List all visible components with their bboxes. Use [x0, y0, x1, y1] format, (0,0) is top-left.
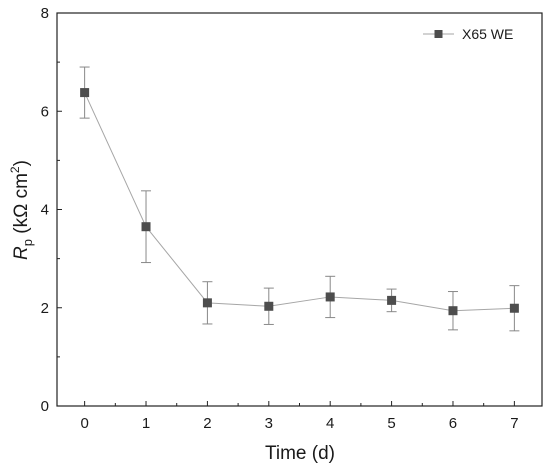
series-line [84, 92, 515, 312]
y-tick-label: 6 [41, 103, 49, 120]
plot-frame [56, 12, 543, 407]
x-tick-label: 1 [142, 415, 150, 432]
y-axis-unit-close: ) [11, 160, 32, 166]
y-axis-subscript: p [20, 239, 35, 246]
y-axis-title: Rp (kΩ cm2) [8, 160, 35, 260]
data-point [141, 222, 151, 232]
y-tick-label: 4 [41, 202, 49, 219]
series-layer [79, 66, 520, 332]
legend: X65 WE [423, 26, 513, 42]
y-axis-unit: (kΩ cm [11, 173, 32, 239]
x-tick-label: 5 [387, 415, 395, 432]
data-point [202, 298, 212, 308]
data-point [448, 306, 458, 316]
x-tick-label: 4 [326, 415, 334, 432]
x-tick-label: 2 [203, 415, 211, 432]
axis-ticks: 0 1 2 3 4 5 6 7 0 2 4 6 8 [41, 5, 519, 432]
x-tick-label: 6 [449, 415, 457, 432]
legend-label: X65 WE [462, 26, 513, 42]
y-axis-symbol: R [11, 246, 32, 260]
x-tick-label: 3 [265, 415, 273, 432]
x-tick-label: 0 [80, 415, 88, 432]
data-point [325, 292, 335, 302]
x-tick-label: 7 [510, 415, 518, 432]
data-point [264, 301, 274, 311]
y-tick-label: 8 [41, 5, 49, 22]
y-tick-label: 2 [41, 300, 49, 317]
y-tick-label: 0 [41, 398, 49, 415]
data-point [509, 303, 519, 313]
x-axis-title: Time (d) [265, 443, 335, 464]
y-axis-unit-superscript: 2 [8, 166, 22, 173]
data-point [387, 295, 397, 305]
data-point [80, 88, 90, 98]
legend-marker [434, 30, 443, 38]
